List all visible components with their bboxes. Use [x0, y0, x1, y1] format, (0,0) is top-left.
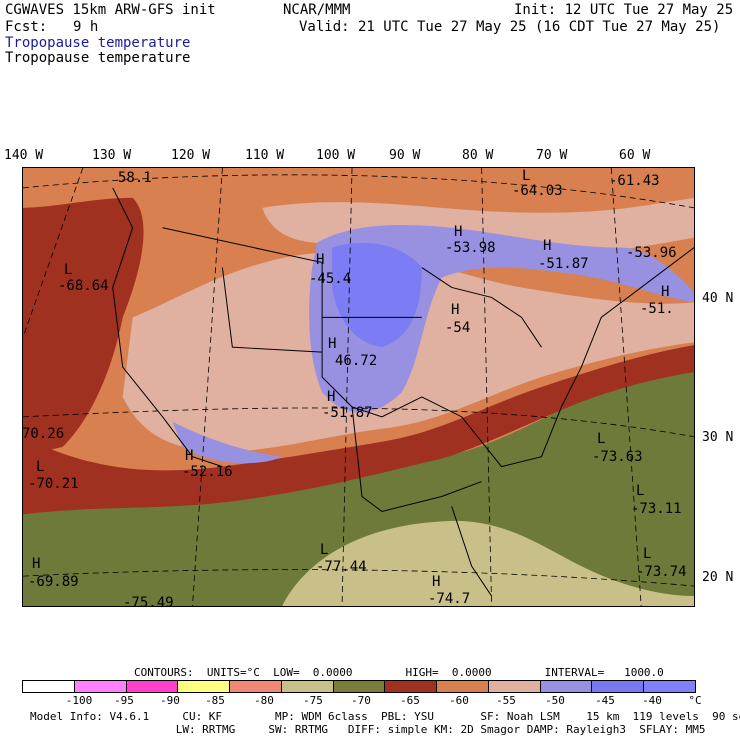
lon-label: 140 W — [4, 148, 44, 163]
init-time: Init: 12 UTC Tue 27 May 25 — [514, 2, 734, 18]
map-value: -53.98 — [445, 240, 496, 256]
map-marker: H — [32, 556, 41, 572]
color-legend — [22, 680, 696, 693]
lat-label: 40 N — [702, 291, 734, 306]
legend-tick: -60 — [449, 694, 469, 707]
map-value: -70.21 — [28, 476, 79, 492]
map-value: -74.7 — [428, 591, 471, 607]
map-value: -68.64 — [58, 278, 109, 294]
legend-tick: -80 — [254, 694, 274, 707]
map-value: -73.11 — [631, 501, 682, 517]
legend-tick: -40 — [642, 694, 662, 707]
map-marker: H — [327, 389, 336, 405]
map-value: -77.44 — [316, 559, 367, 575]
map-marker: H — [454, 224, 463, 240]
lon-label: 80 W — [462, 148, 494, 163]
forecast-hour: 9 h — [73, 19, 99, 35]
legend-tick: -55 — [496, 694, 516, 707]
tropopause-map — [22, 167, 695, 607]
lat-label: 30 N — [702, 430, 734, 445]
contours-info: CONTOURS: UNITS=°C LOW= 0.0000 HIGH= 0.0… — [134, 666, 664, 679]
legend-tick: -65 — [400, 694, 420, 707]
legend-tick: -85 — [205, 694, 225, 707]
legend-tick: -100 — [65, 694, 93, 707]
map-marker: H — [661, 284, 670, 300]
map-value: -54 — [445, 320, 471, 336]
map-marker: H — [185, 448, 194, 464]
map-value: -51.87 — [538, 256, 589, 272]
map-value: 70.26 — [22, 426, 65, 442]
model-title: CGWAVES 15km ARW-GFS init — [5, 2, 216, 18]
map-marker: L — [522, 168, 531, 184]
map-marker: L — [643, 546, 652, 562]
map-value: -64.03 — [512, 183, 563, 199]
map-marker: L — [636, 483, 645, 499]
legend-tick: -95 — [114, 694, 134, 707]
map-value: -75.49 — [123, 595, 174, 611]
field-title-1: Tropopause temperature — [5, 35, 191, 51]
lon-label: 90 W — [389, 148, 421, 163]
legend-tick: -75 — [303, 694, 323, 707]
legend-tick: -45 — [595, 694, 615, 707]
map-marker: H — [543, 238, 552, 254]
legend-swatch — [540, 681, 593, 692]
map-value: 46.72 — [335, 353, 378, 369]
map-marker: L — [36, 459, 45, 475]
map-value: -53.96 — [626, 245, 677, 261]
legend-tick: -90 — [160, 694, 180, 707]
lon-label: 110 W — [245, 148, 285, 163]
map-marker: L — [64, 262, 73, 278]
model-info-line2: LW: RRTMG SW: RRTMG DIFF: simple KM: 2D … — [30, 723, 706, 736]
field-title-2: Tropopause temperature — [5, 50, 191, 66]
map-marker: H — [432, 574, 441, 590]
forecast-label: Fcst: — [5, 19, 48, 35]
legend-swatch — [74, 681, 127, 692]
legend-swatch — [281, 681, 334, 692]
legend-swatch — [230, 681, 282, 692]
lon-label: 130 W — [92, 148, 132, 163]
legend-swatch — [592, 681, 645, 692]
legend-swatch — [488, 681, 541, 692]
map-marker: L — [597, 431, 606, 447]
map-value: -69.89 — [28, 574, 79, 590]
legend-swatch — [644, 681, 695, 692]
map-value: -51.87 — [322, 405, 373, 421]
map-value: -52.16 — [182, 464, 233, 480]
lon-label: 70 W — [536, 148, 568, 163]
legend-swatch — [437, 681, 489, 692]
legend-swatch — [178, 681, 231, 692]
map-marker: H — [316, 252, 325, 268]
legend-swatch — [333, 681, 386, 692]
lat-label: 20 N — [702, 570, 734, 585]
legend-swatch — [126, 681, 179, 692]
map-marker: H — [328, 336, 337, 352]
org-label: NCAR/MMM — [283, 2, 351, 18]
map-value: -73.74 — [636, 564, 687, 580]
map-marker: H — [451, 302, 460, 318]
map-value: -73.63 — [592, 449, 643, 465]
legend-tick: -50 — [545, 694, 565, 707]
map-value: 58.1 — [118, 170, 152, 186]
lon-label: 120 W — [171, 148, 211, 163]
legend-swatch — [385, 681, 438, 692]
map-value: -51. — [640, 301, 674, 317]
legend-tick: -70 — [351, 694, 371, 707]
map-value: -45.4 — [309, 271, 352, 287]
model-info-line1: Model Info: V4.6.1 CU: KF MP: WDM 6class… — [30, 710, 740, 723]
legend-unit: °C — [688, 694, 702, 707]
valid-time: Valid: 21 UTC Tue 27 May 25 (16 CDT Tue … — [299, 19, 721, 35]
map-marker: L — [320, 542, 329, 558]
lon-label: 60 W — [619, 148, 651, 163]
legend-swatch — [23, 681, 75, 692]
map-value: -61.43 — [609, 173, 660, 189]
lon-label: 100 W — [316, 148, 356, 163]
